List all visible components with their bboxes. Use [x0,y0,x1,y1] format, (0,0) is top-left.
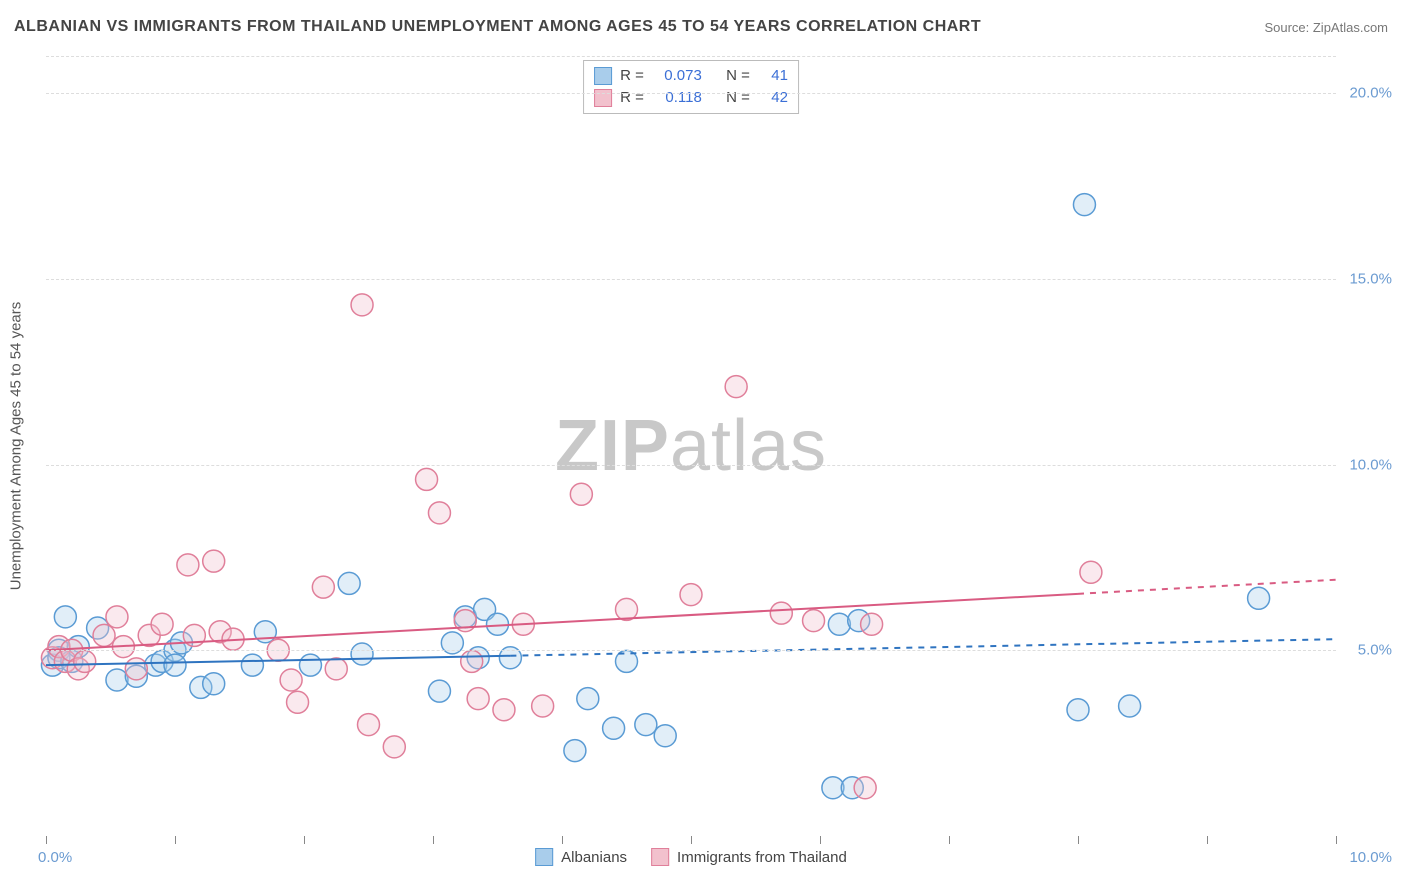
data-point [125,658,147,680]
data-point [635,714,657,736]
x-tick [1207,836,1208,844]
y-tick-label: 15.0% [1349,270,1392,287]
legend-item: Albanians [535,848,627,866]
x-tick [175,836,176,844]
data-point [428,680,450,702]
data-point [358,714,380,736]
gridline [46,279,1336,280]
data-point [416,468,438,490]
gridline [46,56,1336,57]
data-point [603,717,625,739]
data-point [564,740,586,762]
chart-title: ALBANIAN VS IMMIGRANTS FROM THAILAND UNE… [14,18,981,36]
scatter-plot: Unemployment Among Ages 45 to 54 years Z… [46,56,1336,836]
data-point [299,654,321,676]
legend-label: Albanians [561,849,627,866]
data-point [654,725,676,747]
trend-line-dashed [1078,580,1336,594]
data-point [1119,695,1141,717]
x-tick [562,836,563,844]
data-point [177,554,199,576]
data-point [577,688,599,710]
stat-n-value: 42 [758,87,788,109]
data-point [164,654,186,676]
legend-swatch [535,848,553,866]
data-point [1080,561,1102,583]
y-tick-label: 20.0% [1349,85,1392,102]
data-point [532,695,554,717]
source-attribution: Source: ZipAtlas.com [1264,20,1388,35]
data-point [203,673,225,695]
data-point [106,669,128,691]
x-tick [820,836,821,844]
data-point [151,613,173,635]
legend-item: Immigrants from Thailand [651,848,847,866]
legend-swatch [594,89,612,107]
data-point [54,606,76,628]
data-point [325,658,347,680]
data-point [770,602,792,624]
data-point [351,294,373,316]
stat-r-label: R = [620,65,644,87]
stats-row: R = 0.118 N = 42 [594,87,788,109]
data-point [828,613,850,635]
data-point [1067,699,1089,721]
stats-legend: R = 0.073 N = 41 R = 0.118 N = 42 [583,60,799,114]
data-point [351,643,373,665]
chart-svg [46,56,1336,836]
data-point [93,624,115,646]
legend-label: Immigrants from Thailand [677,849,847,866]
x-tick [1078,836,1079,844]
stat-r-label: R = [620,87,644,109]
data-point [241,654,263,676]
legend-swatch [651,848,669,866]
x-tick [1336,836,1337,844]
data-point [287,691,309,713]
stat-n-label: N = [726,65,750,87]
data-point [570,483,592,505]
stat-r-value: 0.073 [652,65,702,87]
stat-n-value: 41 [758,65,788,87]
stat-r-value: 0.118 [652,87,702,109]
data-point [680,584,702,606]
data-point [383,736,405,758]
data-point [461,650,483,672]
data-point [493,699,515,721]
data-point [280,669,302,691]
data-point [854,777,876,799]
gridline [46,93,1336,94]
legend-swatch [594,67,612,85]
x-tick [691,836,692,844]
data-point [1073,194,1095,216]
y-axis-label: Unemployment Among Ages 45 to 54 years [8,302,25,591]
data-point [312,576,334,598]
stats-row: R = 0.073 N = 41 [594,65,788,87]
x-axis-end-label: 10.0% [1349,849,1392,866]
y-tick-label: 5.0% [1358,642,1392,659]
x-tick [949,836,950,844]
data-point [1248,587,1270,609]
trend-line-dashed [510,639,1336,656]
gridline [46,650,1336,651]
gridline [46,465,1336,466]
x-tick [433,836,434,844]
y-tick-label: 10.0% [1349,456,1392,473]
data-point [428,502,450,524]
data-point [338,572,360,594]
data-point [74,650,96,672]
x-tick [304,836,305,844]
data-point [803,610,825,632]
x-tick [46,836,47,844]
x-axis-start-label: 0.0% [38,849,72,866]
data-point [106,606,128,628]
trend-line [46,594,1078,650]
data-point [203,550,225,572]
data-point [725,376,747,398]
data-point [861,613,883,635]
data-point [467,688,489,710]
series-legend: Albanians Immigrants from Thailand [535,848,847,866]
stat-n-label: N = [726,87,750,109]
